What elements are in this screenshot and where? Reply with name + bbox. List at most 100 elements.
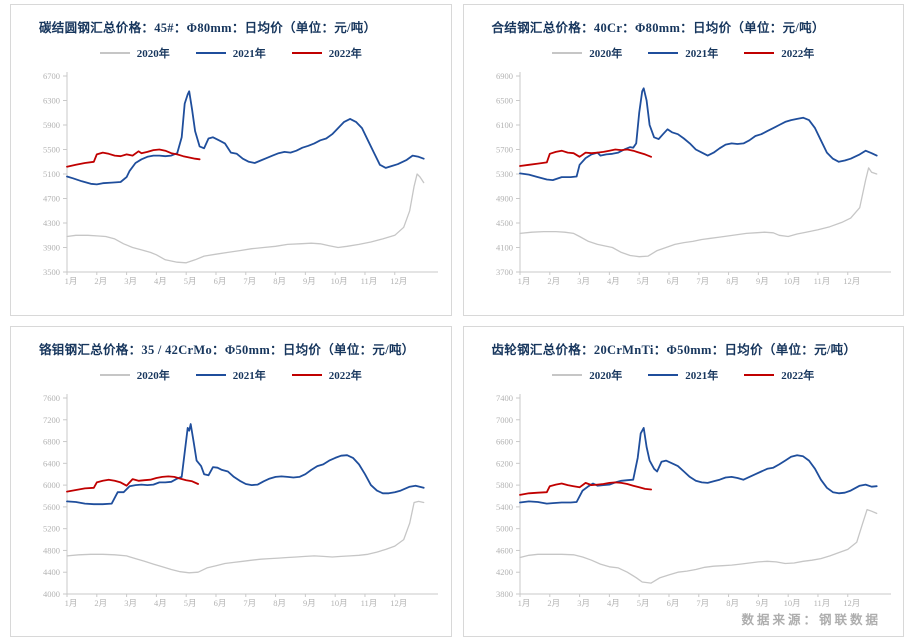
series-line-2020年 bbox=[66, 500, 425, 573]
x-tick-label: 11月 bbox=[813, 598, 830, 608]
x-tick-label: 2月 bbox=[94, 598, 107, 608]
legend-label: 2020年 bbox=[136, 369, 170, 382]
x-tick-label: 10月 bbox=[783, 598, 800, 608]
chart-title: 碳结圆钢汇总价格：45#：Φ80mm：日均价（单位：元/吨） bbox=[39, 21, 377, 35]
x-tick-label: 1月 bbox=[65, 276, 78, 286]
y-tick-label: 3900 bbox=[43, 243, 60, 253]
y-tick-label: 7400 bbox=[496, 393, 513, 403]
legend-label: 2021年 bbox=[685, 369, 719, 382]
y-tick-label: 4200 bbox=[496, 567, 513, 577]
legend-item-2022年: 2022年 bbox=[744, 367, 814, 383]
x-tick-label: 9月 bbox=[755, 276, 768, 286]
y-tick-label: 6700 bbox=[43, 71, 60, 81]
y-tick-label: 3700 bbox=[496, 267, 513, 277]
legend-label: 2022年 bbox=[781, 48, 815, 60]
y-tick-label: 5600 bbox=[43, 501, 60, 511]
chart-panel-gear-steel: 齿轮钢汇总价格：20CrMnTi：Φ50mm：日均价（单位：元/吨） 2020年… bbox=[462, 325, 904, 637]
chart-title: 合结钢汇总价格：40Cr：Φ80mm：日均价（单位：元/吨） bbox=[491, 21, 825, 35]
x-tick-label: 2月 bbox=[547, 276, 560, 286]
legend-item-2021年: 2021年 bbox=[648, 45, 718, 61]
y-tick-label: 4600 bbox=[496, 545, 513, 555]
chart-legend: 2020年 2021年 2022年 bbox=[11, 368, 451, 382]
y-tick-label: 6900 bbox=[496, 71, 513, 81]
chart-plot: 3500 3900 4300 4700 5100 5500 5900 6300 6700 1月 2月… bbox=[43, 71, 438, 286]
x-tick-label: 10月 bbox=[783, 276, 800, 286]
legend-line-swatch bbox=[195, 373, 226, 376]
legend-label: 2021年 bbox=[685, 48, 719, 60]
x-tick-label: 12月 bbox=[390, 598, 407, 608]
x-tick-label: 7月 bbox=[243, 598, 256, 608]
y-tick-label: 3500 bbox=[43, 267, 60, 277]
legend-line-swatch bbox=[744, 52, 775, 54]
legend-item-2022年: 2022年 bbox=[291, 367, 362, 383]
y-tick-label: 4300 bbox=[43, 218, 60, 228]
y-tick-label: 6800 bbox=[43, 436, 60, 446]
x-tick-label: 1月 bbox=[517, 598, 530, 608]
x-tick-label: 11月 bbox=[361, 598, 378, 608]
y-tick-label: 5800 bbox=[496, 480, 513, 490]
x-tick-label: 3月 bbox=[577, 598, 590, 608]
x-tick-label: 11月 bbox=[361, 276, 378, 286]
x-tick-label: 5月 bbox=[184, 276, 197, 286]
x-tick-label: 7月 bbox=[696, 276, 709, 286]
legend-item-2020年: 2020年 bbox=[552, 367, 622, 383]
x-tick-label: 9月 bbox=[303, 276, 316, 286]
x-tick-label: 8月 bbox=[726, 598, 739, 608]
x-tick-label: 6月 bbox=[214, 276, 227, 286]
y-tick-label: 5000 bbox=[496, 523, 513, 533]
x-tick-label: 4月 bbox=[607, 598, 620, 608]
y-tick-label: 5500 bbox=[43, 145, 60, 155]
series-line-2021年 bbox=[518, 87, 878, 181]
legend-line-swatch bbox=[648, 52, 679, 54]
x-tick-label: 5月 bbox=[184, 598, 197, 608]
x-tick-label: 2月 bbox=[547, 598, 560, 608]
legend-line-swatch bbox=[99, 52, 130, 54]
chart-title: 齿轮钢汇总价格：20CrMnTi：Φ50mm：日均价（单位：元/吨） bbox=[491, 342, 857, 357]
legend-item-2020年: 2020年 bbox=[99, 45, 170, 61]
chart-plot: 4000 4400 4800 5200 5600 6000 6400 6800 7200 7600… bbox=[43, 393, 438, 608]
y-tick-label: 4400 bbox=[43, 567, 60, 577]
legend-item-2021年: 2021年 bbox=[195, 367, 266, 383]
legend-label: 2020年 bbox=[589, 369, 623, 382]
legend-label: 2020年 bbox=[136, 48, 170, 60]
x-tick-label: 5月 bbox=[636, 276, 649, 286]
legend-line-swatch bbox=[291, 373, 322, 376]
y-tick-label: 6100 bbox=[496, 120, 513, 130]
legend-label: 2021年 bbox=[232, 369, 266, 382]
x-tick-label: 3月 bbox=[124, 276, 137, 286]
x-tick-label: 8月 bbox=[273, 598, 286, 608]
y-tick-label: 5700 bbox=[496, 145, 513, 155]
x-tick-label: 8月 bbox=[726, 276, 739, 286]
legend-line-swatch bbox=[291, 52, 322, 54]
y-tick-label: 5400 bbox=[496, 501, 513, 511]
series-line-2021年 bbox=[66, 422, 425, 505]
x-tick-label: 11月 bbox=[813, 276, 830, 286]
legend-line-swatch bbox=[744, 373, 775, 376]
y-tick-label: 5300 bbox=[496, 169, 513, 179]
y-tick-label: 4100 bbox=[496, 243, 513, 253]
legend-label: 2020年 bbox=[589, 48, 623, 60]
x-tick-label: 7月 bbox=[696, 598, 709, 608]
series-line-2020年 bbox=[518, 508, 877, 584]
series-line-2022年 bbox=[518, 481, 652, 496]
y-tick-label: 7200 bbox=[43, 414, 60, 424]
chart-panel-carbon-round-steel: 碳结圆钢汇总价格：45#：Φ80mm：日均价（单位：元/吨） 2020年 2021… bbox=[10, 4, 452, 316]
legend-item-2022年: 2022年 bbox=[291, 45, 362, 61]
y-tick-label: 5100 bbox=[43, 169, 60, 179]
series-line-2020年 bbox=[518, 167, 877, 258]
x-tick-label: 3月 bbox=[577, 276, 590, 286]
x-tick-label: 12月 bbox=[843, 276, 860, 286]
x-tick-label: 5月 bbox=[636, 598, 649, 608]
legend-item-2021年: 2021年 bbox=[648, 367, 718, 383]
x-tick-label: 9月 bbox=[303, 598, 316, 608]
x-tick-label: 6月 bbox=[666, 598, 679, 608]
y-tick-label: 6500 bbox=[496, 96, 513, 106]
x-tick-label: 12月 bbox=[390, 276, 407, 286]
y-tick-label: 5200 bbox=[43, 523, 60, 533]
y-tick-label: 7600 bbox=[43, 393, 60, 403]
y-tick-label: 4500 bbox=[496, 218, 513, 228]
series-line-2021年 bbox=[66, 90, 425, 186]
series-line-2022年 bbox=[66, 148, 201, 168]
x-tick-label: 1月 bbox=[65, 598, 78, 608]
x-tick-label: 7月 bbox=[243, 276, 256, 286]
